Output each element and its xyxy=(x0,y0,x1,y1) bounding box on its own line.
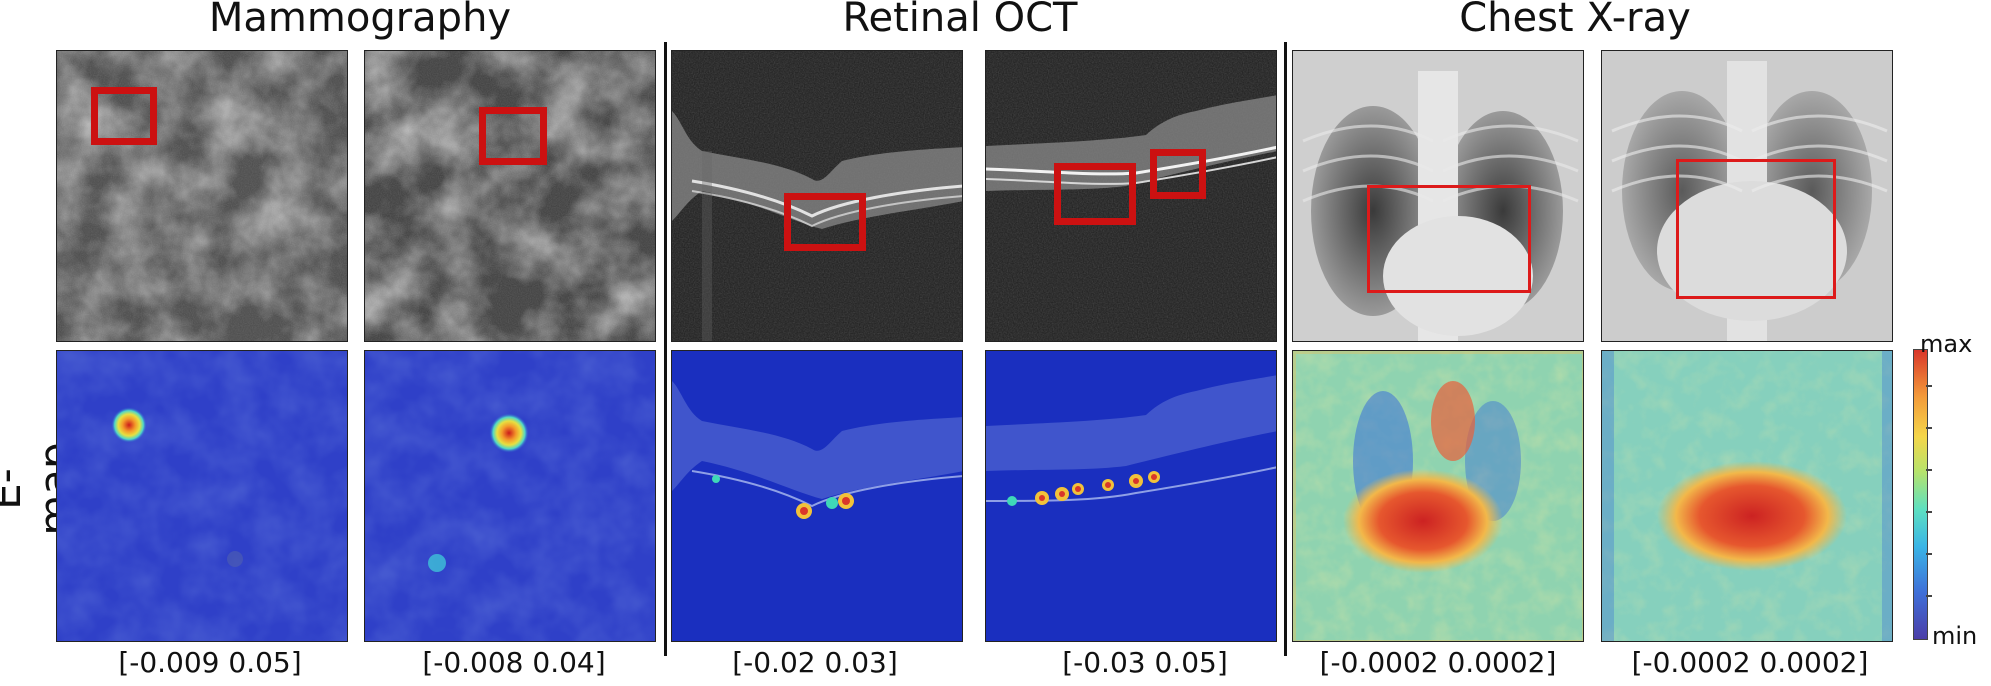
emap-chest-xray-1 xyxy=(1292,350,1584,642)
emap-chest-xray-2 xyxy=(1601,350,1893,642)
lesion-box xyxy=(784,193,866,251)
title-retinal-oct: Retinal OCT xyxy=(842,0,1078,41)
mammography-image-2 xyxy=(364,50,656,342)
chest-xray-image-2 xyxy=(1601,50,1893,342)
range-label: [-0.02 0.03] xyxy=(732,646,898,679)
colorbar-max-label: max xyxy=(1920,330,1973,358)
lesion-box xyxy=(1054,163,1136,225)
range-label: [-0.03 0.05] xyxy=(1062,646,1228,679)
emap-mammography-1 xyxy=(56,350,348,642)
oct-image-2 xyxy=(985,50,1277,342)
colorbar xyxy=(1913,349,1928,640)
emap-oct-1 xyxy=(671,350,963,642)
colorbar-tick xyxy=(1926,511,1932,513)
region-box xyxy=(1367,185,1531,293)
lesion-box xyxy=(91,87,157,145)
region-box xyxy=(1676,159,1836,299)
chest-xray-image-1 xyxy=(1292,50,1584,342)
lesion-box xyxy=(479,107,547,165)
mammography-image-1 xyxy=(56,50,348,342)
colorbar-tick xyxy=(1926,469,1932,471)
range-label: [-0.0002 0.0002] xyxy=(1631,646,1869,679)
oct-image-1 xyxy=(671,50,963,342)
colorbar-tick xyxy=(1926,553,1932,555)
lesion-box xyxy=(1150,149,1206,199)
colorbar-tick xyxy=(1926,595,1932,597)
column-divider-2 xyxy=(1284,42,1287,656)
colorbar-tick xyxy=(1926,385,1932,387)
range-label: [-0.008 0.04] xyxy=(422,646,606,679)
column-divider-1 xyxy=(664,42,667,656)
title-mammography: Mammography xyxy=(208,0,512,41)
emap-oct-2 xyxy=(985,350,1277,642)
title-chest-xray: Chest X-ray xyxy=(1459,0,1691,41)
emap-mammography-2 xyxy=(364,350,656,642)
colorbar-tick xyxy=(1926,427,1932,429)
range-label: [-0.0002 0.0002] xyxy=(1319,646,1557,679)
range-label: [-0.009 0.05] xyxy=(118,646,302,679)
colorbar-min-label: min xyxy=(1932,622,1978,650)
